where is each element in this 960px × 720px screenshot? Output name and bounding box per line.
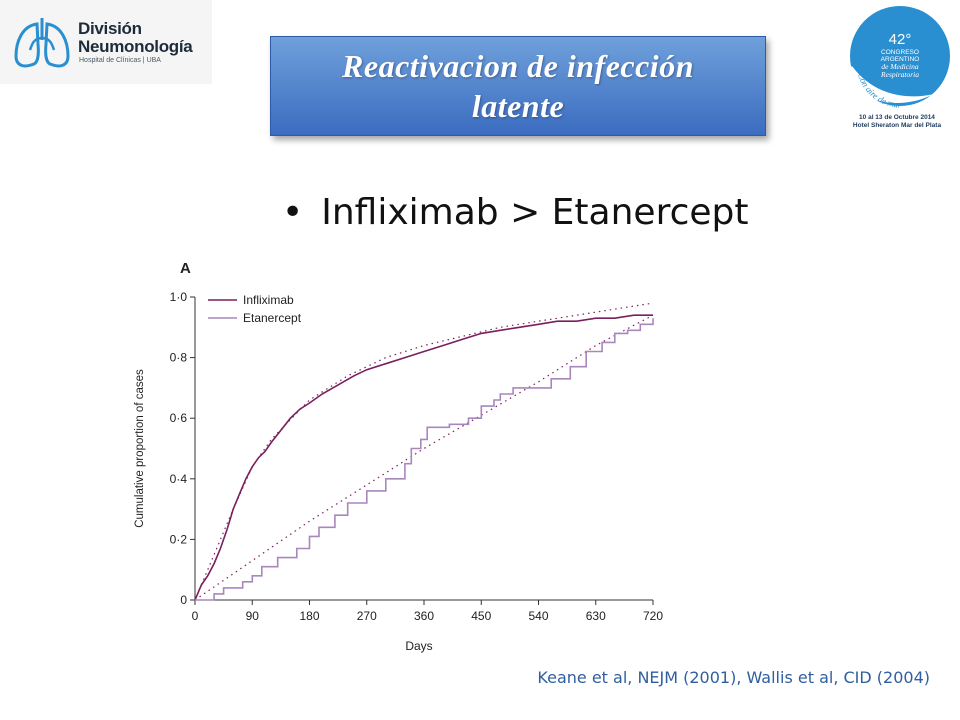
logo-line-1: División xyxy=(78,19,142,38)
slide-title-box: Reactivacion de infección latente xyxy=(270,36,766,136)
y-tick-label: 0 xyxy=(180,593,187,607)
x-tick-label: 720 xyxy=(643,609,663,623)
x-tick-label: 360 xyxy=(414,609,434,623)
bullet-symbol: • xyxy=(282,192,304,233)
congress-line-1: CONGRESO xyxy=(881,49,919,56)
y-tick-label: 0·6 xyxy=(170,411,188,425)
division-neumonologia-logo: División Neumonología Hospital de Clínic… xyxy=(0,0,212,84)
x-tick-label: 270 xyxy=(357,609,377,623)
x-axis-label: Days xyxy=(405,639,432,653)
x-tick-label: 90 xyxy=(246,609,260,623)
x-tick-label: 540 xyxy=(528,609,548,623)
bullet-point: • Infliximab > Etanercept xyxy=(282,192,749,233)
congress-date: 10 al 13 de Octubre 2014 xyxy=(859,114,935,121)
series-etanercept xyxy=(195,318,654,601)
citation: Keane et al, NEJM (2001), Wallis et al, … xyxy=(537,668,930,687)
x-tick-label: 630 xyxy=(586,609,606,623)
slide-title-line-1: Reactivacion de infección xyxy=(342,48,694,84)
congress-logo: 42° CONGRESO ARGENTINO de Medicina Respi… xyxy=(838,4,956,132)
y-tick-label: 0·4 xyxy=(170,472,188,486)
congress-line-4: Respiratoria xyxy=(880,70,919,79)
logo-line-3: Hospital de Clínicas | UBA xyxy=(79,57,161,64)
y-axis-label: Cumulative proportion of cases xyxy=(134,369,146,528)
x-tick-label: 180 xyxy=(299,609,319,623)
congress-line-3: de Medicina xyxy=(881,62,919,71)
x-tick-label: 0 xyxy=(192,609,199,623)
slide-title: Reactivacion de infección latente xyxy=(342,46,694,126)
legend-label-etanercept: Etanercept xyxy=(243,311,302,325)
legend-label-infliximab: Infliximab xyxy=(243,293,294,307)
y-tick-label: 0·2 xyxy=(170,532,188,546)
series-infliximab xyxy=(194,314,653,601)
y-tick-label: 1·0 xyxy=(170,290,188,304)
congress-line-2: ARGENTINO xyxy=(881,56,920,63)
slide-title-line-2: latente xyxy=(471,88,565,124)
congress-venue: Hotel Sheraton Mar del Plata xyxy=(852,122,942,129)
congress-number: 42° xyxy=(889,31,912,48)
x-tick-label: 450 xyxy=(471,609,491,623)
fitted-curve-infliximab xyxy=(194,302,654,601)
lungs-icon xyxy=(14,18,70,68)
cumulative-cases-chart: A 0 0·2 0·4 0·6 0·8 1·0 0 90 180 270 360 450 540 630 72… xyxy=(134,260,663,653)
panel-label: A xyxy=(180,260,191,277)
congress-emblem-icon: 42° CONGRESO ARGENTINO de Medicina Respi… xyxy=(846,6,950,110)
logo-line-2: Neumonología xyxy=(78,37,193,56)
y-tick-label: 0·8 xyxy=(170,351,188,365)
bullet-text: Infliximab > Etanercept xyxy=(321,192,749,233)
fitted-curve-etanercept xyxy=(194,314,654,601)
